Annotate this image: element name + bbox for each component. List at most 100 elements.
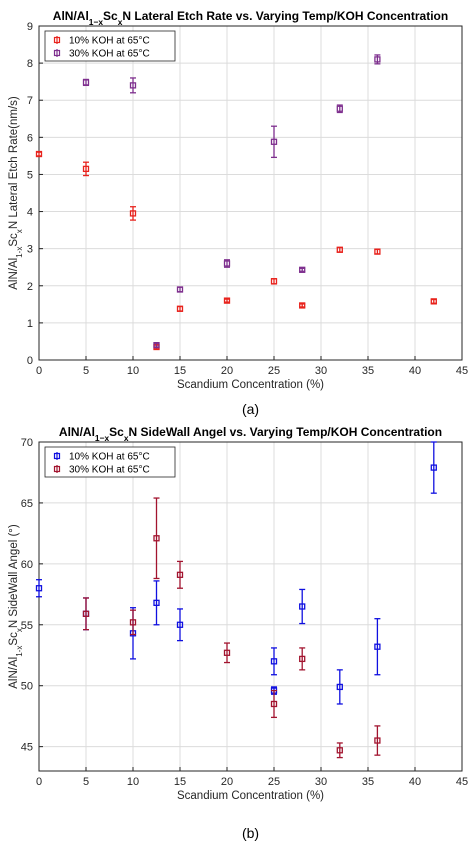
y-tick-label: 4	[27, 207, 33, 219]
data-point	[176, 571, 184, 578]
chart-title-part-pre: AlN/Al	[59, 425, 95, 439]
legend-label: 10% KOH at 65°C	[69, 36, 150, 47]
y-tick-label: 8	[27, 58, 33, 70]
data-point	[82, 610, 90, 617]
y-tick-label: 5	[27, 169, 33, 181]
data-point	[299, 603, 306, 610]
y-tick-label: 3	[27, 244, 33, 256]
data-point	[129, 82, 137, 89]
legend-marker	[53, 465, 61, 473]
x-axis-label: Scandium Concentration (%)	[177, 379, 324, 391]
y-tick-label: 70	[21, 437, 33, 449]
y-axis-label-part-pre: AlN/Al	[8, 657, 20, 689]
x-tick-label: 15	[174, 776, 186, 788]
data-point	[129, 210, 137, 217]
legend-label: 10% KOH at 65°C	[69, 452, 150, 463]
x-tick-label: 5	[83, 365, 89, 377]
y-axis-label-part-post: N Lateral Etch Rate(nm/s)	[8, 96, 20, 229]
plot-area	[39, 442, 462, 771]
etch-rate-chart: AlN/Al1−xScxN Lateral Etch Rate vs. Vary…	[8, 9, 468, 417]
chart-title-part-sub1: 1−x	[89, 17, 104, 27]
y-tick-label: 45	[21, 742, 33, 754]
data-point	[129, 619, 137, 626]
series-1	[35, 441, 437, 705]
data-point	[374, 643, 381, 650]
data-point	[374, 737, 381, 744]
data-point	[223, 297, 231, 304]
axes-frame	[38, 441, 463, 772]
data-point	[176, 621, 184, 628]
series-2	[82, 497, 381, 759]
data-point	[336, 246, 343, 253]
y-axis-label-part-sub2: x	[15, 628, 24, 632]
y-tick-label: 55	[21, 620, 33, 632]
x-tick-label: 30	[315, 365, 327, 377]
data-point	[430, 464, 437, 471]
plot-area	[39, 26, 462, 360]
x-tick-label: 45	[456, 776, 468, 788]
chart-title-part-sub1: 1−x	[95, 433, 110, 443]
data-point	[430, 298, 437, 305]
chart-title-part-mid: Sc	[109, 425, 124, 439]
data-point	[336, 683, 343, 691]
y-axis-label-part-sub1: 1-x	[15, 247, 24, 258]
figure-caption: (a)	[242, 401, 259, 417]
y-axis-label-part-post: N SideWall Angel (°)	[8, 524, 20, 628]
x-tick-label: 40	[409, 776, 421, 788]
chart-title-part-sub2: x	[124, 433, 129, 443]
data-point	[153, 535, 160, 542]
data-point	[176, 305, 184, 312]
y-axis-label: AlN/Al1-xScxN Lateral Etch Rate(nm/s)	[8, 96, 24, 290]
data-point	[82, 79, 90, 86]
data-point	[35, 585, 43, 592]
y-axis-label: AlN/Al1-xScxN SideWall Angel (°)	[8, 524, 24, 689]
y-tick-label: 9	[27, 21, 33, 33]
x-tick-label: 0	[36, 365, 42, 377]
y-tick-label: 60	[21, 559, 33, 571]
legend-label: 30% KOH at 65°C	[69, 49, 150, 60]
x-tick-label: 10	[127, 776, 139, 788]
chart-title-part-post: N SideWall Angel vs. Varying Temp/KOH Co…	[128, 425, 442, 439]
data-point	[336, 747, 343, 754]
y-tick-label: 7	[27, 95, 33, 107]
x-tick-label: 30	[315, 776, 327, 788]
data-point	[270, 700, 278, 708]
data-point	[299, 655, 306, 663]
y-tick-label: 50	[21, 681, 33, 693]
data-point	[176, 286, 184, 293]
data-point	[35, 150, 43, 158]
y-axis-label-part-sub2: x	[15, 229, 24, 233]
data-point	[336, 105, 343, 112]
y-tick-label: 2	[27, 281, 33, 293]
data-point	[270, 138, 278, 145]
data-point	[374, 56, 381, 63]
data-point	[153, 342, 160, 349]
data-point	[153, 599, 160, 606]
legend-marker	[53, 452, 61, 460]
legend-label: 30% KOH at 65°C	[69, 465, 150, 476]
data-point	[374, 248, 381, 255]
x-tick-label: 15	[174, 365, 186, 377]
chart-title-part-sub2: x	[118, 17, 123, 27]
legend: 10% KOH at 65°C 30% KOH at 65°C	[44, 30, 176, 62]
y-axis-label-part-pre: AlN/Al	[8, 258, 20, 290]
y-tick-label: 65	[21, 498, 33, 510]
x-tick-label: 40	[409, 365, 421, 377]
sidewall-angle-chart: AlN/Al1−xScxN SideWall Angel vs. Varying…	[8, 425, 468, 841]
x-tick-label: 0	[36, 776, 42, 788]
y-axis-label-part-mid: Sc	[8, 233, 20, 247]
data-point	[299, 266, 306, 273]
data-point	[82, 165, 90, 173]
legend-box	[44, 446, 176, 478]
x-tick-label: 20	[221, 776, 233, 788]
x-tick-label: 35	[362, 365, 374, 377]
chart-title: AlN/Al1−xScxN Lateral Etch Rate vs. Vary…	[53, 9, 448, 27]
data-point	[299, 302, 306, 309]
y-tick-label: 6	[27, 132, 33, 144]
legend-box	[44, 30, 176, 62]
data-point	[270, 658, 278, 665]
figure-caption: (b)	[242, 825, 259, 841]
x-tick-label: 35	[362, 776, 374, 788]
series-2	[82, 54, 381, 349]
